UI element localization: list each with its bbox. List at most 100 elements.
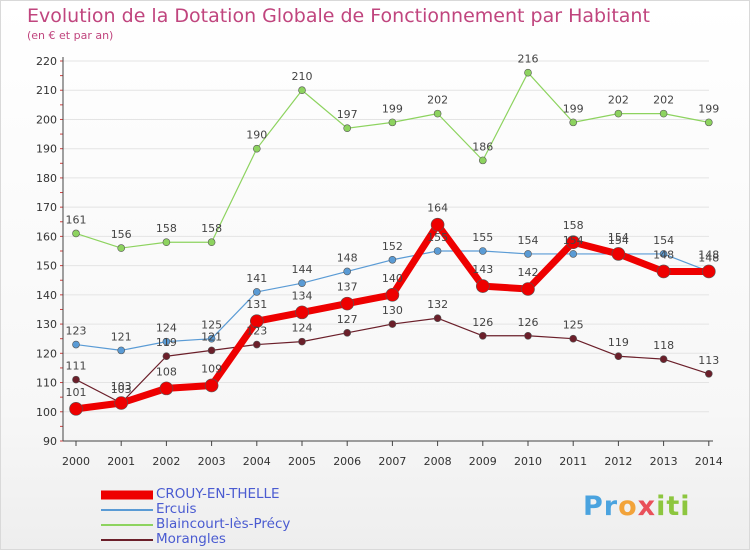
data-point [117,244,125,252]
data-point [478,247,487,255]
data-label: 202 [427,94,448,107]
data-label: 156 [111,228,132,241]
data-label: 190 [246,129,267,142]
legend-swatch [101,490,153,499]
legend-swatch [101,538,153,541]
data-label: 132 [427,298,448,311]
data-point [521,282,535,296]
data-label: 197 [337,108,358,121]
data-label: 103 [111,380,132,393]
data-point [614,109,623,118]
chart-title: Evolution de la Dotation Globale de Fonc… [27,5,650,27]
data-label: 202 [608,94,629,107]
data-point [569,250,578,258]
data-label: 158 [156,222,177,235]
data-point [659,355,668,363]
y-tick-label: 150 [36,260,57,273]
x-tick-label: 2005 [288,455,316,468]
x-tick-label: 2007 [378,455,406,468]
data-label: 123 [66,325,87,338]
x-tick-label: 2012 [604,455,632,468]
x-tick-label: 2014 [695,455,723,468]
data-point [388,320,397,328]
data-point [475,279,490,293]
y-tick-label: 160 [36,230,57,243]
legend-item: Ercuis [101,502,290,517]
data-point [704,118,713,127]
data-label: 119 [608,336,629,349]
data-point [69,402,83,416]
data-point [701,264,716,279]
data-label: 155 [427,231,448,244]
data-point [343,267,352,276]
data-label: 148 [337,251,358,264]
data-point [207,238,216,247]
y-tick-label: 180 [36,172,57,185]
legend-item: Blaincourt-lès-Précy [101,517,290,532]
data-point [298,279,306,287]
data-point [656,264,671,279]
data-label: 109 [201,362,222,375]
data-point [388,118,397,127]
y-tick-label: 130 [36,318,57,331]
legend-label: Ercuis [156,501,197,517]
data-label: 158 [563,219,584,232]
data-point [253,144,261,153]
data-point [524,331,532,340]
data-point [340,296,355,311]
x-tick-label: 2002 [152,455,180,468]
data-label: 154 [608,231,629,244]
x-tick-label: 2001 [107,455,135,468]
data-label: 216 [518,53,539,66]
data-label: 126 [472,316,493,329]
x-tick-label: 2011 [559,455,587,468]
legend-item: CROUY-EN-THELLE [101,487,290,502]
y-tick-label: 170 [36,201,57,214]
data-label: 113 [698,354,719,367]
data-point [207,346,216,355]
data-point [159,381,174,396]
data-point [524,68,532,77]
data-label: 124 [292,322,313,335]
data-label: 118 [653,339,674,352]
data-label: 158 [201,222,222,235]
data-label: 119 [156,336,177,349]
data-point [117,346,125,355]
x-tick-label: 2004 [243,455,271,468]
data-point [114,396,128,410]
data-label: 141 [246,272,267,285]
data-label: 154 [653,234,674,247]
data-point [430,217,445,232]
data-point [343,329,352,337]
data-label: 108 [156,365,177,378]
chart-legend: CROUY-EN-THELLE Ercuis Blaincourt-lès-Préc… [101,487,290,547]
data-point [298,86,306,95]
data-point [388,255,397,264]
data-label: 143 [472,263,493,276]
data-label: 152 [382,240,403,253]
data-point [524,250,532,258]
legend-label: Blaincourt-lès-Précy [156,516,291,532]
data-point [298,337,306,346]
data-point [478,156,487,165]
legend-item: Morangles [101,532,290,547]
data-label: 148 [698,248,719,261]
data-label: 144 [292,263,313,276]
legend-swatch [101,508,153,511]
data-point [343,124,352,133]
y-tick-label: 140 [36,289,57,302]
y-tick-label: 200 [36,113,57,126]
data-label: 124 [156,322,177,335]
data-point [253,340,261,349]
data-point [162,337,171,346]
data-label: 142 [518,266,539,279]
y-tick-label: 210 [36,84,57,97]
data-label: 103 [111,383,132,396]
x-tick-label: 2013 [650,455,678,468]
y-tick-label: 100 [36,406,57,419]
chart-subtitle: (en € et par an) [27,29,114,42]
data-point [250,314,264,328]
data-point [433,109,442,118]
